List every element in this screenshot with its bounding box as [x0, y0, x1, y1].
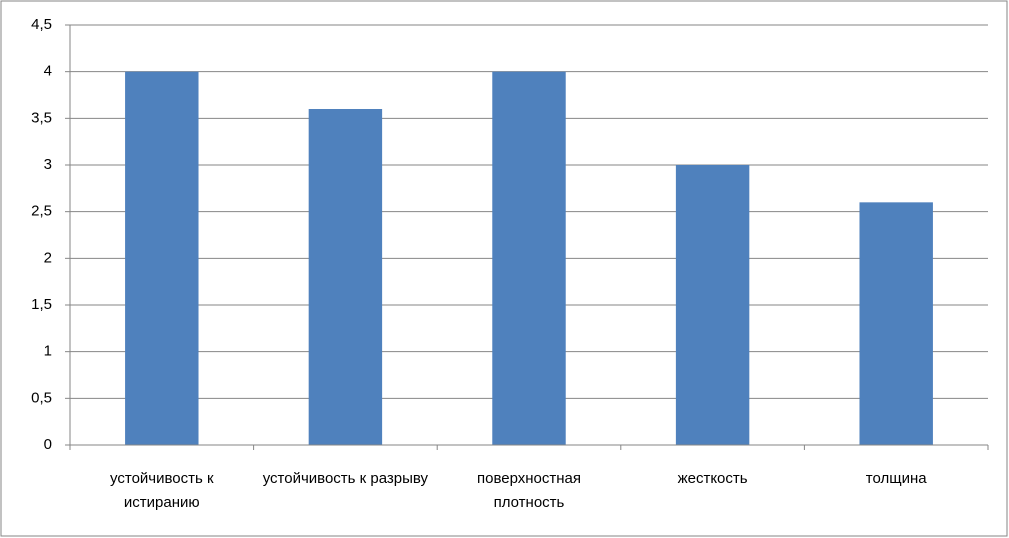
y-tick-label: 1 — [44, 343, 52, 360]
y-tick-label: 2,5 — [31, 203, 52, 220]
bar — [675, 165, 750, 445]
bar — [492, 71, 566, 446]
x-tick-label: жесткость — [677, 470, 748, 487]
y-tick-label: 3,5 — [31, 109, 52, 126]
y-tick-label: 0,5 — [31, 389, 52, 406]
y-tick-label: 0 — [44, 436, 52, 453]
y-tick-label: 1,5 — [31, 296, 52, 313]
bar — [125, 71, 199, 446]
x-tick-label: поверхностная плотность — [476, 470, 582, 511]
x-tick-label: устойчивость к истиранию — [110, 470, 214, 511]
y-tick-label: 3 — [44, 156, 52, 173]
x-tick-label: толщина — [865, 470, 927, 487]
x-tick-label: устойчивость к разрыву — [262, 470, 429, 487]
y-tick-label: 4 — [44, 63, 52, 80]
y-tick-label: 4,5 — [31, 16, 52, 33]
bar — [859, 202, 933, 445]
bar — [308, 109, 383, 445]
y-tick-label: 2 — [44, 249, 52, 266]
